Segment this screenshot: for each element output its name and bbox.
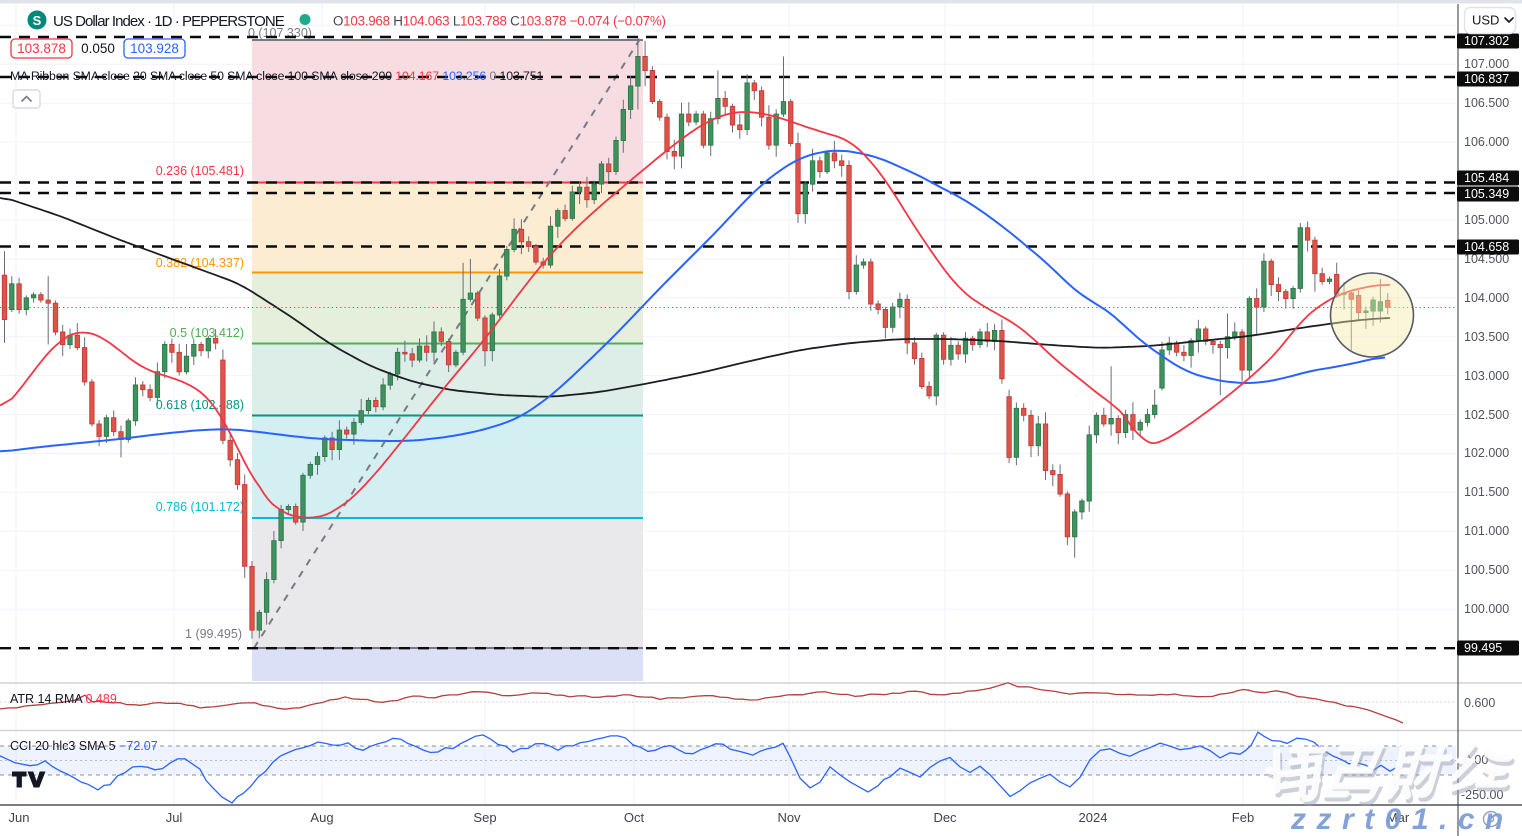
svg-text:107.302: 107.302 [1464, 34, 1509, 48]
svg-text:0.236 (105.481): 0.236 (105.481) [156, 164, 244, 178]
svg-text:Jul: Jul [166, 810, 183, 825]
svg-text:100.000: 100.000 [1464, 602, 1509, 616]
svg-text:101.500: 101.500 [1464, 485, 1509, 499]
svg-text:Aug: Aug [310, 810, 333, 825]
svg-text:0.618 (102.488): 0.618 (102.488) [156, 398, 244, 412]
svg-text:104.658: 104.658 [1464, 240, 1509, 254]
svg-text:105.349: 105.349 [1464, 187, 1509, 201]
svg-text:106.500: 106.500 [1464, 96, 1509, 110]
svg-text:0.382 (104.337): 0.382 (104.337) [156, 256, 244, 270]
svg-text:Feb: Feb [1232, 810, 1254, 825]
svg-text:102.500: 102.500 [1464, 408, 1509, 422]
svg-text:102.000: 102.000 [1464, 446, 1509, 460]
svg-text:2024: 2024 [1079, 810, 1108, 825]
svg-text:zzrt01.cn: zzrt01.cn [1290, 803, 1514, 836]
svg-text:100.500: 100.500 [1464, 563, 1509, 577]
svg-text:104.000: 104.000 [1464, 291, 1509, 305]
svg-text:1 (99.495): 1 (99.495) [185, 627, 242, 641]
svg-text:106.000: 106.000 [1464, 135, 1509, 149]
svg-text:CCI 20 hlc3 SMA 5 −72.07: CCI 20 hlc3 SMA 5 −72.07 [10, 739, 158, 753]
svg-text:Dec: Dec [933, 810, 957, 825]
svg-text:Sep: Sep [473, 810, 496, 825]
svg-text:Jun: Jun [9, 810, 30, 825]
svg-text:104.500: 104.500 [1464, 252, 1509, 266]
svg-text:103.000: 103.000 [1464, 369, 1509, 383]
svg-text:103.878: 103.878 [17, 41, 66, 56]
svg-text:0.600: 0.600 [1464, 696, 1495, 710]
svg-text:S: S [33, 13, 42, 28]
svg-text:105.484: 105.484 [1464, 171, 1509, 185]
svg-text:ATR 14 RMA 0.489: ATR 14 RMA 0.489 [10, 692, 117, 706]
svg-text:USD: USD [1472, 13, 1499, 28]
svg-text:O103.968 H104.063 L103.788 C10: O103.968 H104.063 L103.788 C103.878 −0.0… [333, 14, 666, 29]
svg-text:106.837: 106.837 [1464, 72, 1509, 86]
svg-text:Nov: Nov [777, 810, 801, 825]
svg-text:103.500: 103.500 [1464, 330, 1509, 344]
svg-text:Oct: Oct [624, 810, 645, 825]
svg-text:0.786 (101.172): 0.786 (101.172) [156, 500, 244, 514]
svg-text:0.5 (103.412): 0.5 (103.412) [170, 326, 244, 340]
svg-text:105.000: 105.000 [1464, 213, 1509, 227]
svg-text:103.928: 103.928 [130, 41, 179, 56]
svg-text:MA Ribbon SMA close 20 SMA c: MA Ribbon SMA close 20 SMA close 50 SMA … [10, 69, 544, 83]
svg-text:107.000: 107.000 [1464, 57, 1509, 71]
svg-text:US Dollar Index · 1D · PEPPERS: US Dollar Index · 1D · PEPPERSTONE [53, 13, 285, 30]
svg-text:99.495: 99.495 [1464, 641, 1502, 655]
svg-text:101.000: 101.000 [1464, 524, 1509, 538]
svg-text:0.050: 0.050 [81, 41, 115, 56]
svg-text:Mar: Mar [1387, 810, 1410, 825]
